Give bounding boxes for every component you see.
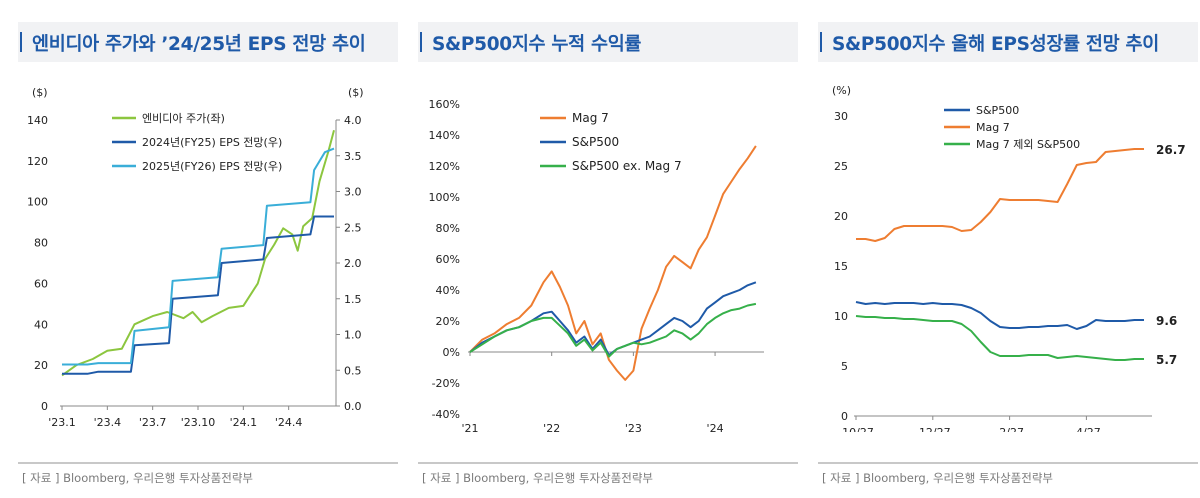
y-tick-label: 40% (436, 284, 460, 297)
source-note: [ 자료 ] Bloomberg, 우리은행 투자상품전략부 (822, 471, 1054, 485)
y-tick-label: 0% (443, 346, 460, 359)
y-tick-label-right: 3.5 (344, 150, 362, 163)
y-tick-label-right: 3.0 (344, 186, 362, 199)
title-accent-bar (420, 32, 422, 52)
series-line (469, 302, 757, 358)
x-tick-label: '23.4 (94, 416, 122, 429)
source-note: [ 자료 ] Bloomberg, 우리은행 투자상품전략부 (22, 471, 254, 485)
y-tick-label: 0 (841, 410, 848, 423)
x-tick-label: '21 (461, 422, 478, 432)
y-tick-label-left: 0 (41, 400, 48, 413)
y-tick-label-left: 100 (27, 196, 48, 209)
y-tick-label-left: 80 (34, 237, 48, 250)
legend-label: 2024년(FY25) EPS 전망(우) (142, 136, 282, 149)
chart-panel-sp500-returns: S&P500지수 누적 수익률 -40% -20% 0% 20% 40% 60% 80% 10… (418, 0, 798, 498)
x-tick-label: '24.1 (230, 416, 258, 429)
x-tick-label: '22 (543, 422, 560, 432)
y-tick-label-left: 140 (27, 114, 48, 127)
y-tick-label: 120% (429, 160, 460, 173)
y-axis-unit-left: ($) (32, 86, 48, 99)
legend-label: 2025년(FY26) EPS 전망(우) (142, 160, 282, 173)
panel-title: 엔비디아 주가와 ’24/25년 EPS 전망 추이 (32, 34, 366, 55)
y-axis-unit-right: ($) (348, 86, 364, 99)
chart-panel-eps-growth: S&P500지수 올해 EPS성장률 전망 추이 (%) 0 5 10 15 20 25 30… (818, 0, 1198, 498)
y-tick-label: -40% (432, 408, 460, 421)
title-accent-bar (820, 32, 822, 52)
y-tick-label: 20 (834, 210, 848, 223)
x-tick-label: '23.7 (139, 416, 167, 429)
panel-title-bar: S&P500지수 누적 수익률 (418, 22, 798, 62)
legend-label: S&P500 (976, 104, 1019, 117)
series-line (855, 301, 1144, 330)
title-accent-bar (20, 32, 22, 52)
footer-rule (818, 462, 1198, 464)
y-tick-label: -20% (432, 377, 460, 390)
y-tick-label: 15 (834, 260, 848, 273)
series-line (62, 147, 335, 366)
y-tick-label-left: 60 (34, 277, 48, 290)
legend-label: Mag 7 제외 S&P500 (976, 138, 1080, 151)
panel-title: S&P500지수 누적 수익률 (432, 34, 642, 55)
y-tick-label-right: 0.0 (344, 400, 362, 413)
y-tick-label-left: 20 (34, 359, 48, 372)
y-tick-label-right: 4.0 (344, 114, 362, 127)
y-tick-label: 60% (436, 253, 460, 266)
series-line (856, 148, 1144, 242)
legend-label: S&P500 ex. Mag 7 (572, 159, 682, 173)
end-value-label: 5.7 (1156, 353, 1177, 367)
eps-growth-forecast-chart: (%) 0 5 10 15 20 25 30 10/27 12/27 2/27 4/27 26.7 9.6… (832, 84, 1186, 432)
source-note: [ 자료 ] Bloomberg, 우리은행 투자상품전략부 (422, 471, 654, 485)
legend-label: 엔비디아 주가(좌) (142, 112, 225, 125)
x-tick-label: '24 (707, 422, 724, 432)
x-tick-label: 4/27 (1076, 426, 1101, 432)
x-tick-label: 10/27 (842, 426, 874, 432)
x-tick-label: '23.1 (48, 416, 76, 429)
legend-label: S&P500 (572, 135, 619, 149)
x-tick-label: '23.10 (181, 416, 216, 429)
y-tick-label: 160% (429, 98, 460, 111)
y-tick-label-left: 120 (27, 155, 48, 168)
y-tick-label: 30 (834, 110, 848, 123)
x-tick-label: 2/27 (999, 426, 1024, 432)
sp500-cumulative-return-chart: -40% -20% 0% 20% 40% 60% 80% 100% 120% 140% 160% '2… (429, 98, 764, 432)
panel-title: S&P500지수 올해 EPS성장률 전망 추이 (832, 34, 1159, 55)
footer-rule (18, 462, 398, 464)
end-value-label: 9.6 (1156, 314, 1177, 328)
y-tick-label-right: 1.0 (344, 329, 362, 342)
y-axis-unit: (%) (832, 84, 851, 97)
x-tick-label: '23 (625, 422, 642, 432)
series-line (855, 315, 1144, 361)
panel-title-bar: S&P500지수 올해 EPS성장률 전망 추이 (818, 22, 1198, 62)
y-tick-label: 140% (429, 129, 460, 142)
chart-panel-nvidia: 엔비디아 주가와 ’24/25년 EPS 전망 추이 ($) ($) 0 20 40 60… (18, 0, 398, 498)
y-tick-label: 80% (436, 222, 460, 235)
x-tick-label: 12/27 (919, 426, 951, 432)
panel-title-bar: 엔비디아 주가와 ’24/25년 EPS 전망 추이 (18, 22, 398, 62)
y-tick-label: 20% (436, 315, 460, 328)
y-tick-label-left: 40 (34, 318, 48, 331)
legend-label: Mag 7 (976, 121, 1010, 134)
nvidia-eps-chart: ($) ($) 0 20 40 60 80 100 120 140 0.0 0.5 1.0 1.5 2.0 2… (27, 86, 364, 429)
y-tick-label-right: 2.0 (344, 257, 362, 270)
y-tick-label: 25 (834, 160, 848, 173)
y-tick-label-right: 2.5 (344, 221, 362, 234)
series-line (61, 129, 335, 377)
y-tick-label: 5 (841, 360, 848, 373)
y-tick-label: 100% (429, 191, 460, 204)
y-tick-label-right: 0.5 (344, 364, 362, 377)
x-tick-label: '24.4 (275, 416, 303, 429)
legend-label: Mag 7 (572, 111, 609, 125)
footer-rule (418, 462, 798, 464)
series-line (469, 145, 757, 381)
end-value-label: 26.7 (1156, 143, 1186, 157)
series-line (62, 215, 334, 375)
y-tick-label: 10 (834, 310, 848, 323)
y-tick-label-right: 1.5 (344, 293, 362, 306)
